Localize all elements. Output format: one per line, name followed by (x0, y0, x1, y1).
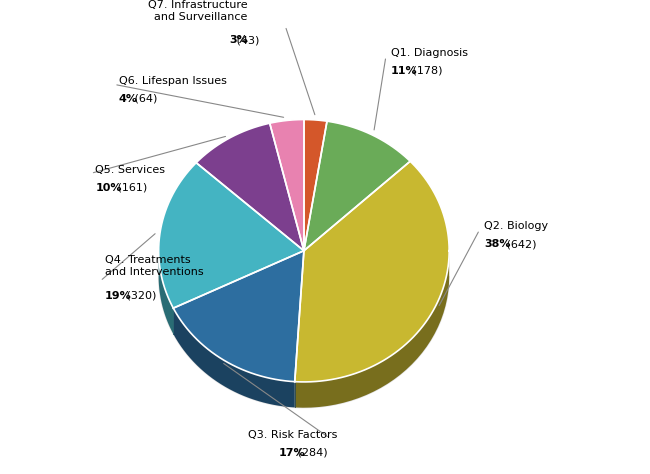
Text: (320): (320) (123, 291, 157, 301)
Text: Q1. Diagnosis: Q1. Diagnosis (391, 48, 467, 58)
Text: 38%: 38% (484, 239, 511, 249)
Polygon shape (294, 161, 449, 382)
Polygon shape (270, 119, 304, 251)
Text: 4%: 4% (119, 94, 138, 104)
Text: 3%: 3% (229, 35, 248, 45)
Polygon shape (304, 119, 327, 251)
Text: (284): (284) (294, 447, 328, 457)
Polygon shape (196, 123, 304, 251)
Polygon shape (159, 251, 174, 334)
Text: (178): (178) (409, 65, 443, 76)
Text: Q6. Lifespan Issues: Q6. Lifespan Issues (119, 76, 227, 86)
Polygon shape (159, 163, 304, 308)
Text: (43): (43) (233, 35, 260, 45)
Text: 17%: 17% (279, 447, 306, 457)
Text: Q7. Infrastructure
and Surveillance: Q7. Infrastructure and Surveillance (148, 0, 248, 22)
Text: Q3. Risk Factors: Q3. Risk Factors (248, 430, 337, 440)
Text: (642): (642) (502, 239, 536, 249)
Polygon shape (174, 308, 294, 408)
Text: Q5. Services: Q5. Services (96, 165, 165, 175)
Text: (161): (161) (114, 183, 147, 193)
Text: 11%: 11% (391, 65, 417, 76)
Polygon shape (304, 121, 410, 251)
Text: (64): (64) (131, 94, 157, 104)
Polygon shape (174, 251, 304, 382)
Text: 19%: 19% (105, 291, 131, 301)
Text: Q4. Treatments
and Interventions: Q4. Treatments and Interventions (105, 255, 203, 277)
Text: Q2. Biology: Q2. Biology (484, 221, 549, 231)
Text: 10%: 10% (96, 183, 122, 193)
Polygon shape (294, 251, 449, 408)
Polygon shape (159, 276, 449, 408)
